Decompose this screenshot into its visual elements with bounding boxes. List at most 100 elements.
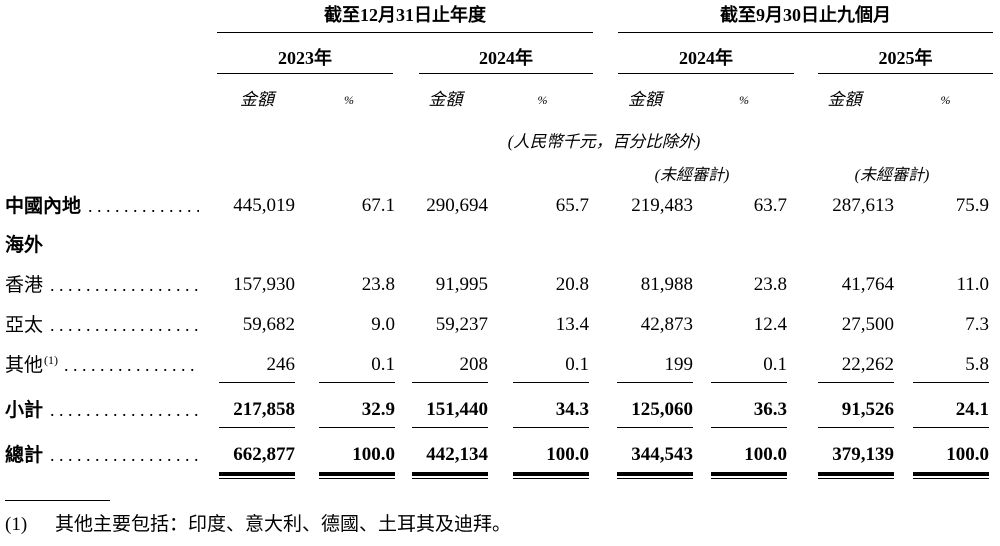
amount-value: 379,139 — [818, 443, 894, 479]
percent-value: 75.9 — [955, 195, 989, 216]
year-header-2025-9m: 2025年 — [818, 33, 993, 74]
amount-cell: 219,483 — [593, 186, 697, 219]
dot-leader — [88, 194, 199, 219]
row-label-cell: 香港 — [5, 258, 215, 298]
percent-value: 20.8 — [555, 274, 589, 295]
percent-cell: 36.3 — [697, 383, 791, 428]
footnote-marker-ref: (1) — [44, 353, 59, 367]
amount-value: 59,682 — [242, 314, 295, 335]
percent-cell: 5.8 — [898, 338, 993, 383]
percent-value: 12.4 — [753, 314, 787, 335]
percent-column-header: % — [344, 93, 354, 107]
percent-cell: 100.0 — [492, 428, 593, 479]
row-label: 總計 — [5, 445, 44, 466]
amount-cell: 157,930 — [215, 258, 299, 298]
percent-column-header: % — [739, 93, 749, 107]
spacer — [5, 110, 215, 152]
percent-value: 100.0 — [913, 443, 989, 479]
percent-column-header: % — [940, 93, 951, 107]
percent-value: 65.7 — [555, 195, 589, 216]
amount-value: 41,764 — [841, 274, 894, 295]
amount-value: 22,262 — [818, 353, 894, 383]
amount-cell: 125,060 — [593, 383, 697, 428]
row-label: 亞太 — [5, 315, 44, 336]
amount-cell: 217,858 — [215, 383, 299, 428]
spacer — [5, 4, 215, 33]
amount-value: 290,694 — [426, 195, 488, 216]
dot-leader — [50, 273, 199, 298]
amount-value: 246 — [219, 353, 295, 383]
dot-leader — [50, 443, 199, 468]
amount-cell: 41,764 — [791, 258, 898, 298]
row-label-cell: 中國內地 — [5, 186, 215, 219]
amount-cell: 81,988 — [593, 258, 697, 298]
percent-value: 100.0 — [319, 443, 395, 479]
amount-value: 199 — [617, 353, 693, 383]
amount-value: 59,237 — [435, 314, 488, 335]
percent-cell: 0.1 — [697, 338, 791, 383]
amount-cell: 246 — [215, 338, 299, 383]
percent-cell: 32.9 — [299, 383, 399, 428]
percent-cell: 11.0 — [898, 258, 993, 298]
amount-value: 81,988 — [640, 274, 693, 295]
percent-column-header: % — [537, 93, 548, 107]
percent-cell: 20.8 — [492, 258, 593, 298]
amount-cell: 91,995 — [399, 258, 492, 298]
percent-value: 0.1 — [711, 353, 787, 383]
footnote-text: 其他主要包括：印度、意大利、德國、土耳其及迪拜。 — [55, 514, 512, 535]
amount-value: 344,543 — [617, 443, 693, 479]
percent-value: 13.4 — [555, 314, 589, 335]
amount-cell: 442,134 — [399, 428, 492, 479]
amount-value: 217,858 — [219, 398, 295, 428]
percent-value: 0.1 — [513, 353, 589, 383]
year-header-2024-9m: 2024年 — [618, 33, 794, 74]
percent-value: 0.1 — [319, 353, 395, 383]
amount-cell: 379,139 — [791, 428, 898, 479]
percent-value: 24.1 — [913, 398, 989, 428]
percent-value: 11.0 — [956, 274, 989, 295]
amount-value: 662,877 — [219, 443, 295, 479]
percent-cell: 67.1 — [299, 186, 399, 219]
percent-cell — [898, 219, 993, 258]
amount-value: 91,526 — [818, 398, 894, 428]
percent-cell: 7.3 — [898, 298, 993, 338]
percent-value: 9.0 — [371, 314, 395, 335]
row-label: 香港 — [5, 275, 44, 296]
amount-value: 442,134 — [412, 443, 488, 479]
percent-value: 7.3 — [965, 314, 989, 335]
spacer — [5, 152, 215, 186]
percent-cell: 9.0 — [299, 298, 399, 338]
percent-value: 63.7 — [753, 195, 787, 216]
amount-value: 219,483 — [631, 195, 693, 216]
amount-value: 27,500 — [841, 314, 894, 335]
percent-value: 23.8 — [361, 274, 395, 295]
percent-cell: 23.8 — [299, 258, 399, 298]
row-label-cell: 其他 (1) — [5, 338, 215, 383]
spacer — [5, 33, 215, 74]
row-label: 中國內地 — [5, 196, 82, 217]
percent-cell — [492, 219, 593, 258]
amount-column-header: 金額 — [827, 90, 862, 109]
percent-cell: 34.3 — [492, 383, 593, 428]
amount-value: 125,060 — [617, 398, 693, 428]
amount-column-header: 金額 — [240, 90, 274, 109]
percent-cell: 100.0 — [299, 428, 399, 479]
amount-cell: 27,500 — [791, 298, 898, 338]
percent-cell: 0.1 — [299, 338, 399, 383]
percent-cell: 23.8 — [697, 258, 791, 298]
row-label-cell: 總計 — [5, 428, 215, 476]
unaudited-note: (未經審計) — [654, 167, 730, 184]
percent-cell: 100.0 — [697, 428, 791, 479]
amount-cell: 199 — [593, 338, 697, 383]
percent-value: 5.8 — [913, 353, 989, 383]
amount-cell: 59,682 — [215, 298, 299, 338]
row-label: 其他 — [5, 355, 44, 376]
currency-unit-note: (人民幣千元，百分比除外) — [507, 132, 701, 151]
period-header-year-ended: 截至12月31日止年度 — [217, 4, 593, 33]
amount-cell: 208 — [399, 338, 492, 383]
percent-cell: 75.9 — [898, 186, 993, 219]
percent-cell: 0.1 — [492, 338, 593, 383]
amount-cell: 445,019 — [215, 186, 299, 219]
percent-value: 23.8 — [753, 274, 787, 295]
